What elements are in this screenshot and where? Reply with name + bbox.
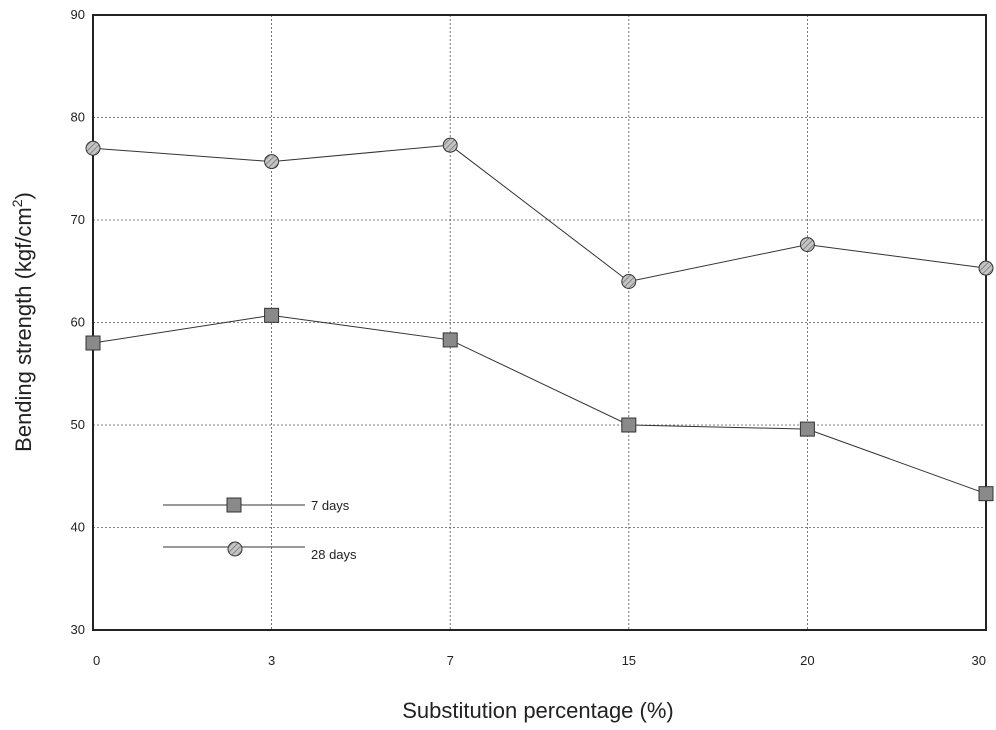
data-point-28-days	[978, 260, 994, 276]
data-point-7-days	[978, 486, 994, 502]
y-axis-label: Bending strength (kgf/cm2)	[9, 192, 36, 452]
y-axis-label-superscript: 2	[9, 199, 25, 207]
x-tick-labels: 0 3 7 15 20 30	[93, 653, 986, 668]
y-tick-labels: 30 40 50 60 70 80 90	[71, 7, 85, 637]
x-axis-label: Substitution percentage (%)	[402, 698, 674, 723]
y-axis-label-main: Bending strength (kgf/cm	[11, 207, 36, 452]
data-point-7-days	[442, 332, 458, 348]
legend-label-28-days: 28 days	[311, 547, 357, 562]
legend: 7 days 28 days	[163, 497, 357, 562]
x-tick-label: 30	[972, 653, 986, 668]
x-tick-label: 0	[93, 653, 100, 668]
y-tick-label: 40	[71, 520, 85, 535]
series-line-7-days	[92, 314, 987, 495]
data-point-7-days	[264, 307, 280, 323]
plot-frame	[92, 14, 987, 631]
x-tick-label: 3	[268, 653, 275, 668]
legend-marker-7-days	[226, 497, 242, 513]
x-tick-label: 7	[447, 653, 454, 668]
legend-label-7-days: 7 days	[311, 498, 350, 513]
y-tick-label: 50	[71, 417, 85, 432]
data-point-28-days	[264, 154, 280, 170]
data-point-7-days	[621, 417, 637, 433]
data-point-7-days	[85, 335, 101, 351]
x-tick-label: 20	[800, 653, 814, 668]
data-point-28-days	[85, 140, 101, 156]
data-point-7-days	[799, 421, 815, 437]
grid-lines	[93, 15, 986, 630]
data-point-28-days	[442, 137, 458, 153]
x-tick-label: 15	[622, 653, 636, 668]
data-point-28-days	[621, 274, 637, 289]
y-tick-label: 60	[71, 315, 85, 330]
y-axis-label-close: )	[11, 192, 36, 199]
data-point-28-days	[799, 237, 815, 253]
y-tick-label: 80	[71, 110, 85, 125]
y-tick-label: 70	[71, 212, 85, 227]
y-tick-label: 30	[71, 622, 85, 637]
series-line-28-days	[92, 144, 987, 283]
y-tick-label: 90	[71, 7, 85, 22]
legend-marker-28-days	[227, 541, 243, 557]
series-layer	[85, 137, 994, 502]
